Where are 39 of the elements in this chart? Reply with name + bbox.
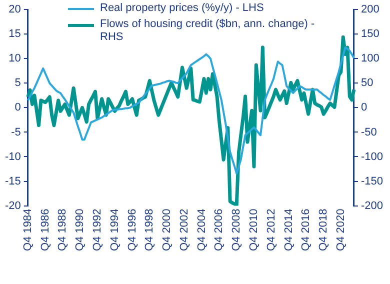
y-tick-label: -15 <box>4 175 21 188</box>
x-tick-label: Q4 1992 <box>91 208 104 251</box>
y-tick-label: 0 <box>14 102 21 114</box>
x-tick-label: Q4 2008 <box>230 208 243 251</box>
x-tick-label: Q4 2004 <box>196 208 208 251</box>
y2-tick-label: -150 <box>360 175 384 188</box>
y2-tick-label: 200 <box>360 4 380 16</box>
x-tick-label: Q4 2006 <box>213 208 226 251</box>
x-tick-label: Q4 2016 <box>300 208 312 251</box>
legend-label: Flows of housing credit ($bn, ann. change) - RHS <box>100 18 316 44</box>
y2-tick-label: 150 <box>360 28 380 40</box>
x-tick-label: Q4 1998 <box>144 208 156 251</box>
y-tick-label: 5 <box>14 77 21 90</box>
y2-tick-label: -200 <box>360 200 384 212</box>
legend-label: Real property prices (%y/y) - LHS <box>100 2 264 15</box>
y-tick-label: -5 <box>11 126 21 138</box>
x-tick-label: Q4 2020 <box>334 208 347 251</box>
y2-tick-label: 50 <box>360 77 374 90</box>
y-tick-label: 20 <box>8 4 21 16</box>
x-tick-label: Q4 1990 <box>74 208 86 251</box>
x-tick-label: Q4 1996 <box>126 208 138 251</box>
y-tick-label: -20 <box>4 200 21 212</box>
x-tick-label: Q4 1986 <box>39 208 52 251</box>
y2-tick-label: 0 <box>360 102 368 114</box>
x-tick-label: Q4 2012 <box>265 208 278 251</box>
x-tick-label: Q4 2018 <box>318 208 330 251</box>
x-tick-label: Q4 2002 <box>178 208 190 251</box>
y-tick-label: 10 <box>8 52 21 65</box>
x-tick-label: Q4 2010 <box>248 208 260 251</box>
y2-tick-label: 100 <box>360 52 380 65</box>
y2-tick-label: -100 <box>360 150 384 163</box>
x-tick-label: Q4 2014 <box>282 208 295 251</box>
y-tick-label: 15 <box>8 28 21 40</box>
x-tick-label: Q4 1988 <box>56 208 69 251</box>
y-tick-label: -10 <box>4 150 21 163</box>
x-tick-label: Q4 1984 <box>22 208 34 251</box>
x-tick-label: Q4 1994 <box>108 208 121 251</box>
x-tick-label: Q4 2000 <box>161 208 174 251</box>
y2-tick-label: -50 <box>360 126 377 138</box>
